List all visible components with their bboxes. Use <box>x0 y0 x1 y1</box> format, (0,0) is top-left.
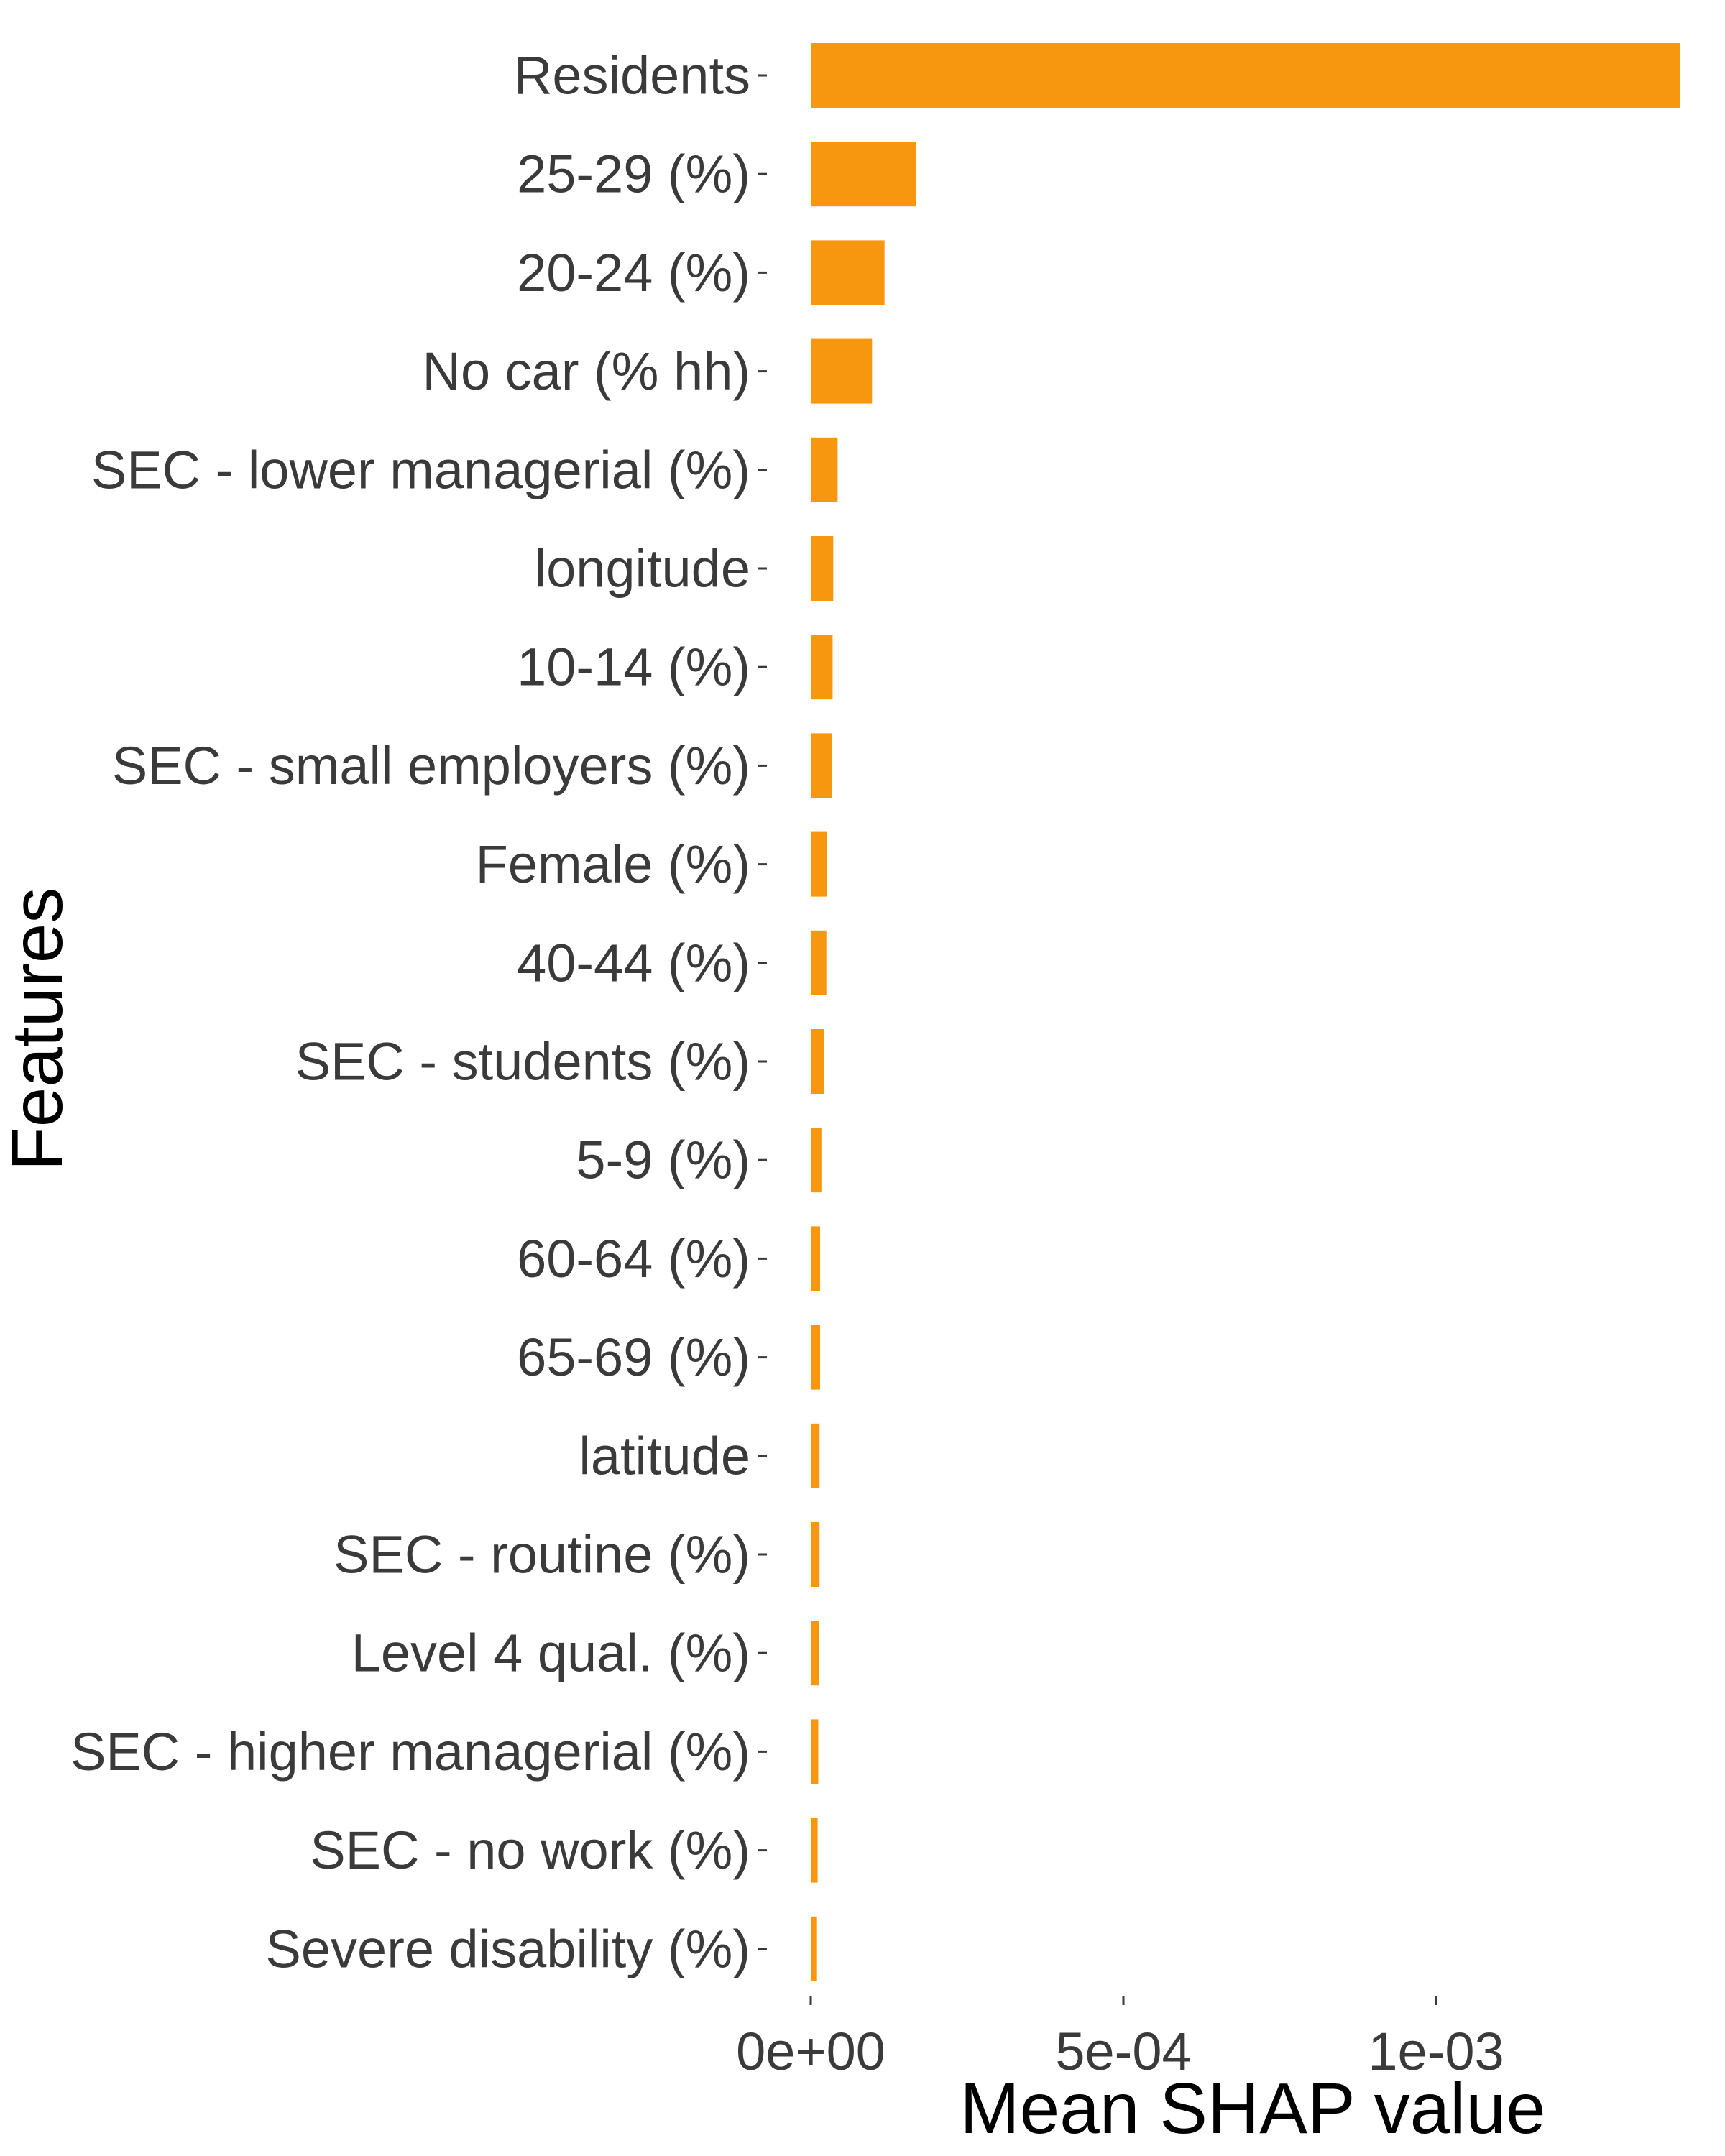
y-tick-label: 25-29 (%) <box>517 144 750 204</box>
x-axis: 0e+00 5e-04 1e-03 <box>736 1996 1504 2081</box>
bar-7 <box>811 733 832 798</box>
bar-8 <box>811 831 827 897</box>
bar-13 <box>811 1325 821 1390</box>
y-tick-label: Level 4 qual. (%) <box>351 1623 750 1683</box>
y-tick-label: 40-44 (%) <box>517 933 750 992</box>
bar-6 <box>811 635 833 700</box>
bar-18 <box>811 1818 818 1883</box>
y-tick-label: Severe disability (%) <box>266 1919 750 1978</box>
y-tick-label: 20-24 (%) <box>517 243 750 303</box>
x-axis-title: Mean SHAP value <box>960 2068 1545 2149</box>
y-tick-label: SEC - no work (%) <box>310 1820 750 1880</box>
y-tick-label: Residents <box>514 46 750 106</box>
bar-2 <box>811 240 885 305</box>
y-tick-label: 10-14 (%) <box>517 637 750 697</box>
bar-17 <box>811 1719 819 1784</box>
bar-16 <box>811 1621 819 1686</box>
y-axis-title: Features <box>0 888 78 1171</box>
bar-4 <box>811 437 838 502</box>
bar-1 <box>811 142 916 207</box>
y-tick-label: 60-64 (%) <box>517 1229 750 1289</box>
bar-12 <box>811 1226 821 1291</box>
bar-11 <box>811 1128 822 1193</box>
bar-14 <box>811 1423 820 1488</box>
y-tick-label: SEC - routine (%) <box>334 1525 750 1585</box>
y-tick-label: 5-9 (%) <box>576 1130 750 1190</box>
y-tick-label: longitude <box>535 539 750 599</box>
y-tick-label: SEC - students (%) <box>295 1032 750 1092</box>
bar-0 <box>811 43 1680 108</box>
y-tick-label: latitude <box>579 1426 750 1485</box>
x-tick-label: 0e+00 <box>736 2022 886 2081</box>
bar-10 <box>811 1029 824 1094</box>
bar-5 <box>811 536 834 601</box>
bar-19 <box>811 1916 817 1981</box>
bar-3 <box>811 338 873 404</box>
y-tick-label: SEC - higher managerial (%) <box>70 1722 750 1782</box>
y-tick-label: SEC - small employers (%) <box>112 736 750 796</box>
x-tick-label: 1e-03 <box>1368 2022 1504 2081</box>
bar-15 <box>811 1522 820 1587</box>
x-tick-label: 5e-04 <box>1055 2022 1191 2081</box>
bar-9 <box>811 930 827 995</box>
bars-layer <box>811 43 1680 1981</box>
y-tick-label: Female (%) <box>476 834 750 894</box>
y-tick-label: SEC - lower managerial (%) <box>91 440 750 499</box>
y-tick-label: 65-69 (%) <box>517 1327 750 1387</box>
y-axis: Residents 25-29 (%) 20-24 (%) No car (% hh)… <box>70 46 767 1978</box>
y-tick-label: No car (% hh) <box>423 341 750 401</box>
